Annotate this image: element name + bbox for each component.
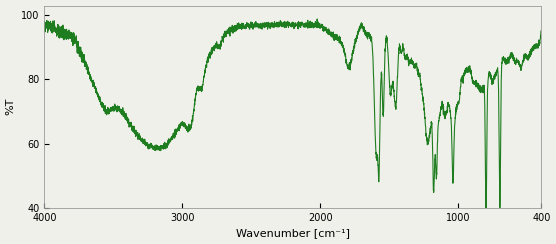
Y-axis label: %T: %T bbox=[6, 98, 16, 115]
X-axis label: Wavenumber [cm⁻¹]: Wavenumber [cm⁻¹] bbox=[236, 228, 350, 238]
